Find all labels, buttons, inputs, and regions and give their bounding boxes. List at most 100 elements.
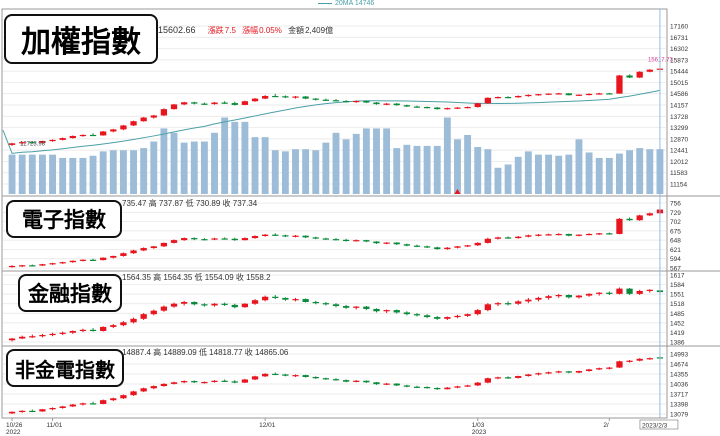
non-electronics-ohlc-text: 14887.4 高 14889.09 低 14818.77 收 14865.06 — [122, 348, 289, 357]
volume-bar — [342, 139, 350, 194]
candle-body — [272, 234, 279, 236]
candle-body — [565, 233, 572, 236]
volume-bar — [231, 121, 239, 194]
candle-body — [59, 262, 66, 264]
candle-body — [626, 218, 633, 221]
candle-body — [130, 121, 137, 126]
candle-body — [646, 213, 653, 216]
y-tick-label: 13717 — [670, 392, 688, 399]
candle-body — [312, 301, 319, 304]
y-tick-label: 13728 — [670, 114, 688, 121]
candle-body — [272, 95, 279, 98]
candle-body — [332, 304, 340, 307]
marker-triangle — [454, 189, 461, 194]
candle-body — [535, 373, 542, 375]
candle-body — [150, 386, 157, 389]
candle-body — [454, 246, 461, 248]
candle-body — [170, 303, 178, 307]
volume-bar — [575, 139, 583, 194]
candle-body — [191, 301, 198, 305]
volume-bar — [140, 148, 148, 194]
candle-body — [282, 374, 289, 376]
candle-body — [596, 93, 603, 95]
volume-bar — [605, 157, 613, 194]
candle-body — [474, 103, 481, 108]
candle-body — [39, 264, 46, 266]
candle-body — [596, 368, 603, 370]
candle-body — [29, 336, 36, 338]
candle-body — [140, 117, 147, 122]
volume-bar — [373, 128, 380, 194]
candle-body — [434, 387, 441, 390]
candle-body — [29, 410, 36, 413]
candle-body — [69, 135, 76, 139]
candle-body — [8, 338, 16, 341]
candle-body — [555, 295, 562, 297]
candle-body — [565, 295, 572, 298]
candle-body — [181, 238, 188, 241]
candle-body — [191, 381, 198, 383]
candle-body — [211, 102, 218, 105]
candle-body — [535, 94, 542, 96]
candle-body — [110, 129, 117, 132]
x-tick-sublabel: 2023 — [472, 429, 487, 436]
candle-body — [342, 380, 350, 382]
candle-body — [413, 106, 421, 108]
y-tick-label: 14036 — [670, 382, 688, 389]
finance-panel-label: 金融指數 — [18, 274, 122, 312]
candle-body — [49, 139, 56, 142]
x-tick-label: 10/26 — [6, 422, 23, 429]
volume-bar — [28, 154, 36, 194]
candle-body — [363, 380, 370, 383]
candle-body — [19, 142, 26, 144]
candle-body — [575, 94, 583, 96]
candle-body — [353, 306, 360, 308]
candle-body — [241, 238, 249, 241]
candle-body — [292, 96, 299, 98]
volume-bar — [281, 151, 289, 194]
volume-bar — [211, 132, 218, 194]
candle-body — [393, 242, 400, 245]
candle-body — [59, 332, 66, 334]
candle-body — [332, 100, 340, 102]
y-tick-label: 15873 — [670, 57, 688, 64]
y-tick-label: 13398 — [670, 402, 688, 409]
taiex-pct-value: 0.05% — [259, 26, 282, 35]
candle-body — [383, 383, 390, 385]
candle-body — [241, 101, 249, 105]
y-tick-label: 729 — [670, 210, 681, 217]
candle-body — [262, 234, 269, 237]
volume-bar — [109, 150, 117, 194]
volume-bar — [514, 156, 522, 194]
y-tick-label: 11583 — [670, 170, 688, 177]
candle-body — [272, 373, 279, 376]
candle-body — [150, 246, 157, 249]
candle-body — [170, 382, 178, 384]
volume-bar — [535, 154, 542, 194]
candle-body — [413, 245, 421, 247]
candle-body — [191, 102, 198, 104]
candle-body — [69, 260, 76, 263]
electronics-ohlc-text: 735.47 高 737.87 低 730.89 收 737.34 — [122, 199, 258, 208]
candle-body — [312, 376, 319, 379]
volume-bar — [494, 167, 502, 194]
electronics-panel-label: 電子指數 — [6, 200, 122, 238]
candle-body — [575, 234, 583, 236]
candle-body — [49, 333, 56, 336]
candle-body — [353, 240, 360, 242]
volume-bar — [99, 151, 107, 194]
candle-body — [606, 367, 613, 369]
candle-body — [525, 235, 532, 237]
candle-body — [282, 297, 289, 300]
candle-body — [626, 288, 633, 294]
volume-bar — [616, 153, 623, 194]
candle-body — [69, 330, 76, 333]
candle-body — [474, 382, 481, 386]
candle-body — [444, 387, 451, 390]
x-tick-label: 1/03 — [472, 422, 485, 429]
volume-bar — [18, 154, 26, 194]
candle-body — [373, 308, 380, 312]
volume-bar — [443, 117, 451, 194]
candle-body — [8, 143, 16, 145]
candle-body — [555, 233, 562, 236]
